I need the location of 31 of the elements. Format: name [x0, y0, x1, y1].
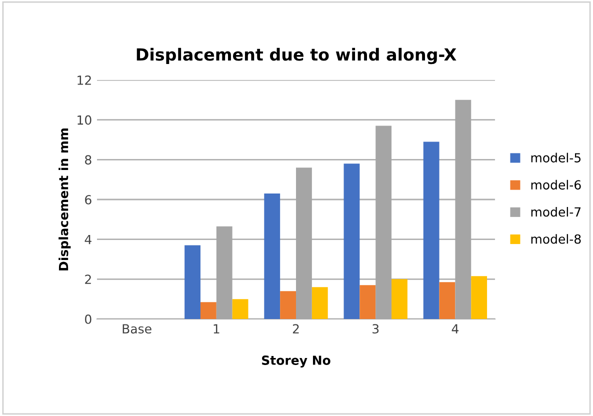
bar: [392, 279, 408, 319]
bar: [439, 282, 456, 319]
bar: [344, 164, 360, 319]
legend-label: model-8: [531, 234, 581, 244]
bar: [264, 194, 280, 319]
y-tick-label: 8: [85, 155, 92, 165]
x-axis-title: Storey No: [262, 356, 330, 368]
y-tick-label: 6: [85, 194, 92, 204]
bar: [184, 245, 200, 319]
y-tick-label: 12: [78, 75, 91, 85]
bar: [360, 285, 376, 319]
bar: [423, 142, 440, 319]
bar: [471, 276, 488, 319]
chart-title: Displacement due to wind along-X: [136, 48, 456, 64]
y-tick-label: 4: [84, 234, 92, 244]
legend-label: model-5: [531, 152, 581, 162]
y-tick-label: 10: [78, 115, 92, 125]
x-tick-label: Base: [122, 324, 152, 334]
legend-label: model-6: [531, 180, 581, 190]
y-tick-label: 2: [85, 274, 91, 284]
x-tick-label: 2: [292, 324, 299, 334]
y-tick-label: 0: [85, 314, 92, 324]
bar: [312, 287, 328, 319]
x-tick-label: 4: [452, 324, 458, 334]
legend-label: model-7: [531, 207, 581, 217]
y-axis-title: Displacement in mm: [58, 128, 71, 270]
bar: [200, 302, 216, 319]
x-tick-label: 3: [372, 324, 379, 334]
bar: [280, 291, 296, 319]
bar: [232, 299, 248, 319]
x-tick-label: 1: [214, 324, 220, 334]
